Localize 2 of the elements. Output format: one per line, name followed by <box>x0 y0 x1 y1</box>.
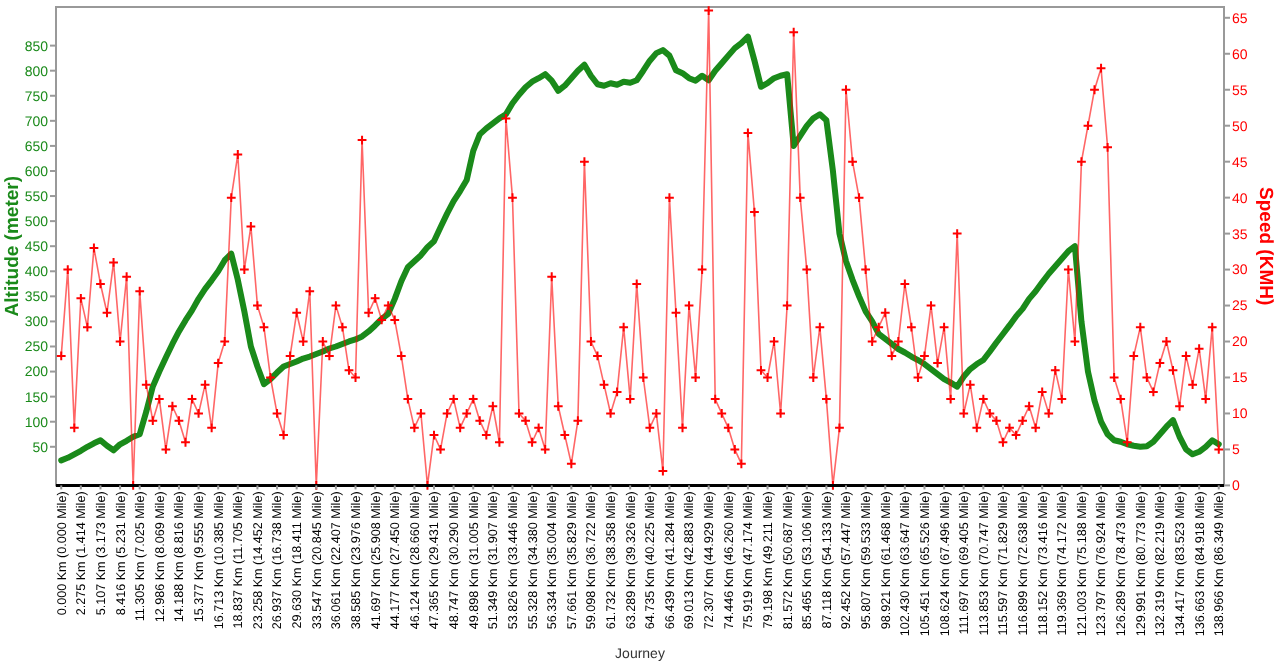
y-axis-title: Altitude (meter) <box>2 176 24 317</box>
y2-axis-title: Speed (KMH) <box>1254 187 1276 306</box>
